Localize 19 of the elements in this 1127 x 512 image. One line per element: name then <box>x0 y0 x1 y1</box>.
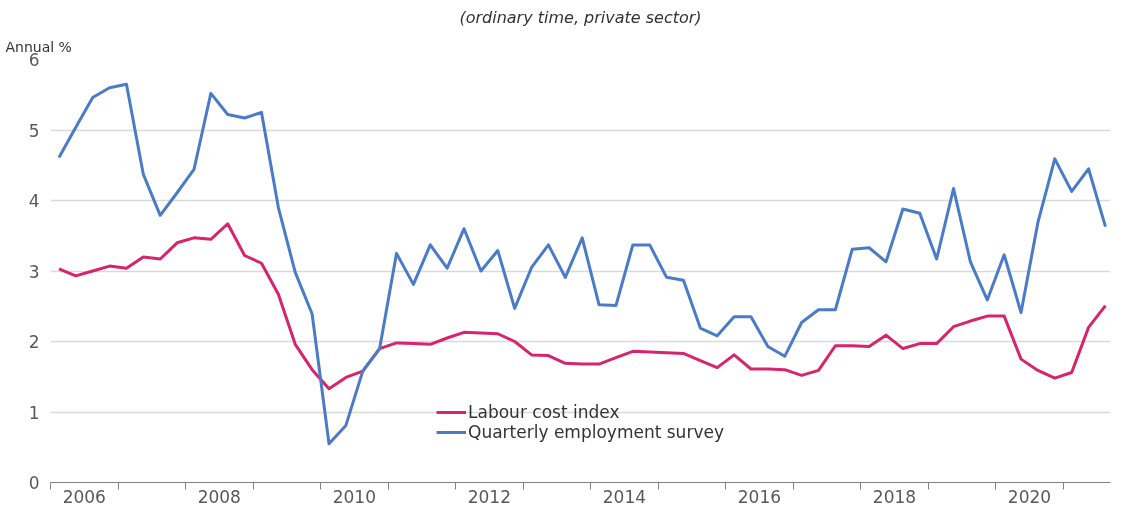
line-series <box>57 222 1107 391</box>
x-tick-label: 2014 <box>602 486 647 507</box>
y-tick-label: 1 <box>28 402 40 423</box>
y-tick-label: 4 <box>28 191 40 211</box>
x-tick-label: 2010 <box>332 486 376 507</box>
chart-subtitle: (ordinary time, private sector) <box>459 7 702 27</box>
y-tick-label: 3 <box>28 261 40 282</box>
y-tick-label: 2 <box>28 332 40 352</box>
x-tick-label: 2016 <box>737 486 782 507</box>
x-tick-label: 2020 <box>1007 486 1052 507</box>
y-tick-label: 0 <box>28 473 40 493</box>
legend-label: Labour cost index <box>468 402 620 422</box>
line-series <box>57 82 1107 446</box>
y-tick-label: 5 <box>28 120 40 141</box>
x-tick-label: 2008 <box>197 486 241 507</box>
x-tick-label: 2006 <box>62 486 106 507</box>
x-tick-label: 2018 <box>872 486 917 507</box>
x-tick-label: 2012 <box>467 486 511 507</box>
legend-label: Quarterly employment survey <box>468 422 724 442</box>
